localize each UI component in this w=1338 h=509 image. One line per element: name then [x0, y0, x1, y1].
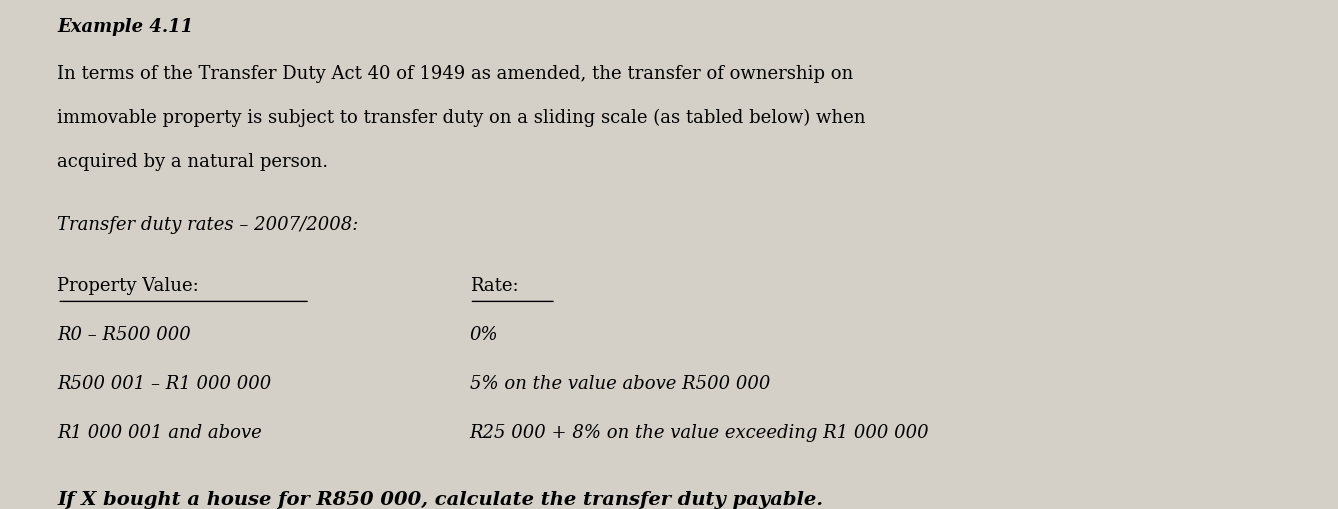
Text: R25 000 + 8% on the value exceeding R1 000 000: R25 000 + 8% on the value exceeding R1 0…: [470, 423, 929, 441]
Text: immovable property is subject to transfer duty on a sliding scale (as tabled bel: immovable property is subject to transfe…: [58, 109, 866, 127]
Text: 0%: 0%: [470, 325, 498, 343]
Text: Transfer duty rates – 2007/2008:: Transfer duty rates – 2007/2008:: [58, 216, 359, 234]
Text: In terms of the Transfer Duty Act 40 of 1949 as amended, the transfer of ownersh: In terms of the Transfer Duty Act 40 of …: [58, 65, 854, 82]
Text: Example 4.11: Example 4.11: [58, 18, 194, 36]
Text: Rate:: Rate:: [470, 276, 518, 294]
Text: R500 001 – R1 000 000: R500 001 – R1 000 000: [58, 374, 272, 392]
Text: R0 – R500 000: R0 – R500 000: [58, 325, 191, 343]
Text: 5% on the value above R500 000: 5% on the value above R500 000: [470, 374, 769, 392]
Text: If X bought a house for R850 000, calculate the transfer duty payable.: If X bought a house for R850 000, calcul…: [58, 490, 823, 508]
Text: Property Value:: Property Value:: [58, 276, 199, 294]
Text: R1 000 001 and above: R1 000 001 and above: [58, 423, 262, 441]
Text: acquired by a natural person.: acquired by a natural person.: [58, 153, 328, 171]
